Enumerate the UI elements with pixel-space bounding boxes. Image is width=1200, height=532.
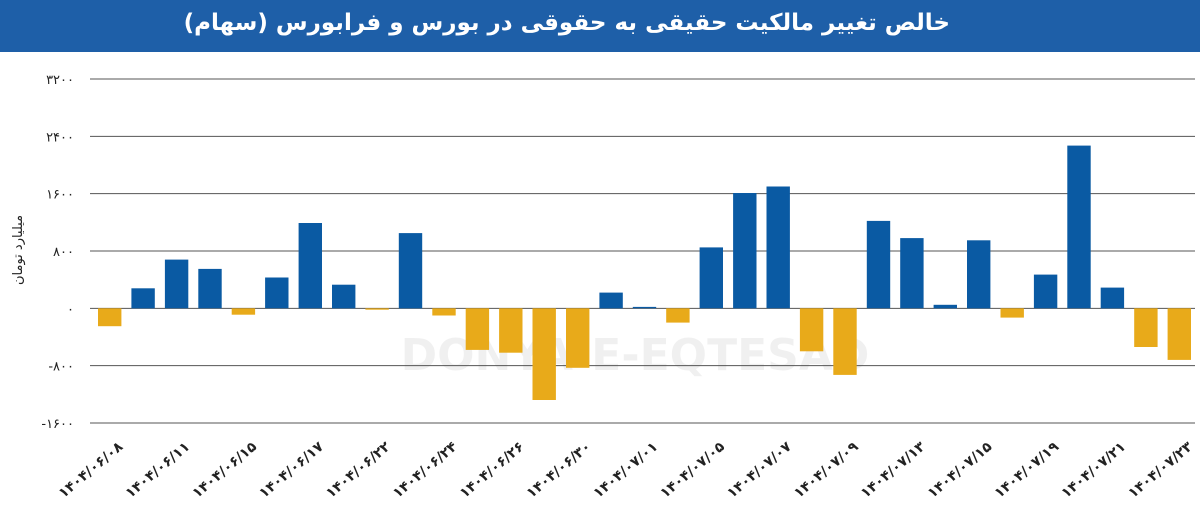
x-tick-label: ۱۴۰۴/۰۶/۲۲ <box>323 439 394 502</box>
bar <box>699 247 723 309</box>
x-tick-label: ۱۴۰۴/۰۶/۰۸ <box>56 439 127 502</box>
y-tick-label: -۸۰۰ <box>48 360 74 375</box>
chart-title: خالص تغییر مالکیت حقیقی به حقوقی در بورس… <box>183 10 950 36</box>
x-tick-label: ۱۴۰۴/۰۷/۲۱ <box>1059 439 1129 502</box>
x-tick-label: ۱۴۰۴/۰۷/۰۹ <box>791 439 862 502</box>
x-tick-label: ۱۴۰۴/۰۶/۳۰ <box>524 439 594 502</box>
bar <box>532 308 556 400</box>
x-tick-label: ۱۴۰۴/۰۶/۱۷ <box>256 439 327 502</box>
bar <box>499 308 523 353</box>
bar <box>1033 274 1058 309</box>
bar <box>1167 308 1191 360</box>
y-tick-label: ۲۴۰۰ <box>46 130 74 145</box>
x-tick-label: ۱۴۰۴/۰۶/۲۶ <box>457 439 527 502</box>
y-tick-label: ۱۶۰۰ <box>46 188 74 203</box>
x-tick-label: ۱۴۰۴/۰۷/۱۳ <box>858 439 929 502</box>
bar <box>799 308 824 352</box>
bar <box>599 292 623 309</box>
x-tick-label: ۱۴۰۴/۰۷/۱۹ <box>992 439 1063 502</box>
bar <box>465 308 490 350</box>
bar <box>666 308 690 323</box>
bar <box>833 308 857 375</box>
bar <box>164 259 189 309</box>
bar <box>131 288 155 309</box>
bar <box>1067 145 1091 309</box>
x-tick-label: ۱۴۰۴/۰۷/۱۵ <box>925 439 996 502</box>
x-tick-label: ۱۴۰۴/۰۷/۰۱ <box>591 439 661 502</box>
bar <box>900 238 924 309</box>
y-tick-label: -۱۶۰۰ <box>41 417 74 432</box>
bar <box>933 304 957 309</box>
bar <box>632 306 657 309</box>
bar <box>1134 308 1158 347</box>
bar <box>398 233 423 309</box>
bar <box>365 308 389 310</box>
bar <box>967 240 991 309</box>
bar <box>1100 287 1125 309</box>
bar <box>332 284 356 309</box>
bar <box>265 277 289 309</box>
x-tick-label: ۱۴۰۴/۰۷/۰۷ <box>724 439 795 502</box>
bar <box>566 308 590 368</box>
bar <box>198 268 222 309</box>
title-bar: خالص تغییر مالکیت حقیقی به حقوقی در بورس… <box>0 0 1200 52</box>
y-tick-label: ۸۰۰ <box>53 245 74 260</box>
y-tick-label: ۰ <box>67 302 74 317</box>
bar <box>733 193 757 309</box>
bar <box>231 308 256 315</box>
bar <box>98 308 122 327</box>
x-tick-label: ۱۴۰۴/۰۷/۲۳ <box>1125 439 1196 502</box>
y-tick-label: ۳۲۰۰ <box>46 73 74 88</box>
y-axis-label: میلیارد تومان <box>11 215 26 285</box>
bar <box>766 186 790 309</box>
bar <box>298 223 322 309</box>
x-tick-label: ۱۴۰۴/۰۶/۲۴ <box>390 439 461 502</box>
x-tick-label: ۱۴۰۴/۰۶/۱۵ <box>189 439 260 502</box>
bar <box>432 308 456 316</box>
bar <box>866 220 891 309</box>
x-tick-label: ۱۴۰۴/۰۷/۰۵ <box>657 439 728 502</box>
bar <box>1000 308 1024 318</box>
x-tick-label: ۱۴۰۴/۰۶/۱۱ <box>123 439 193 502</box>
